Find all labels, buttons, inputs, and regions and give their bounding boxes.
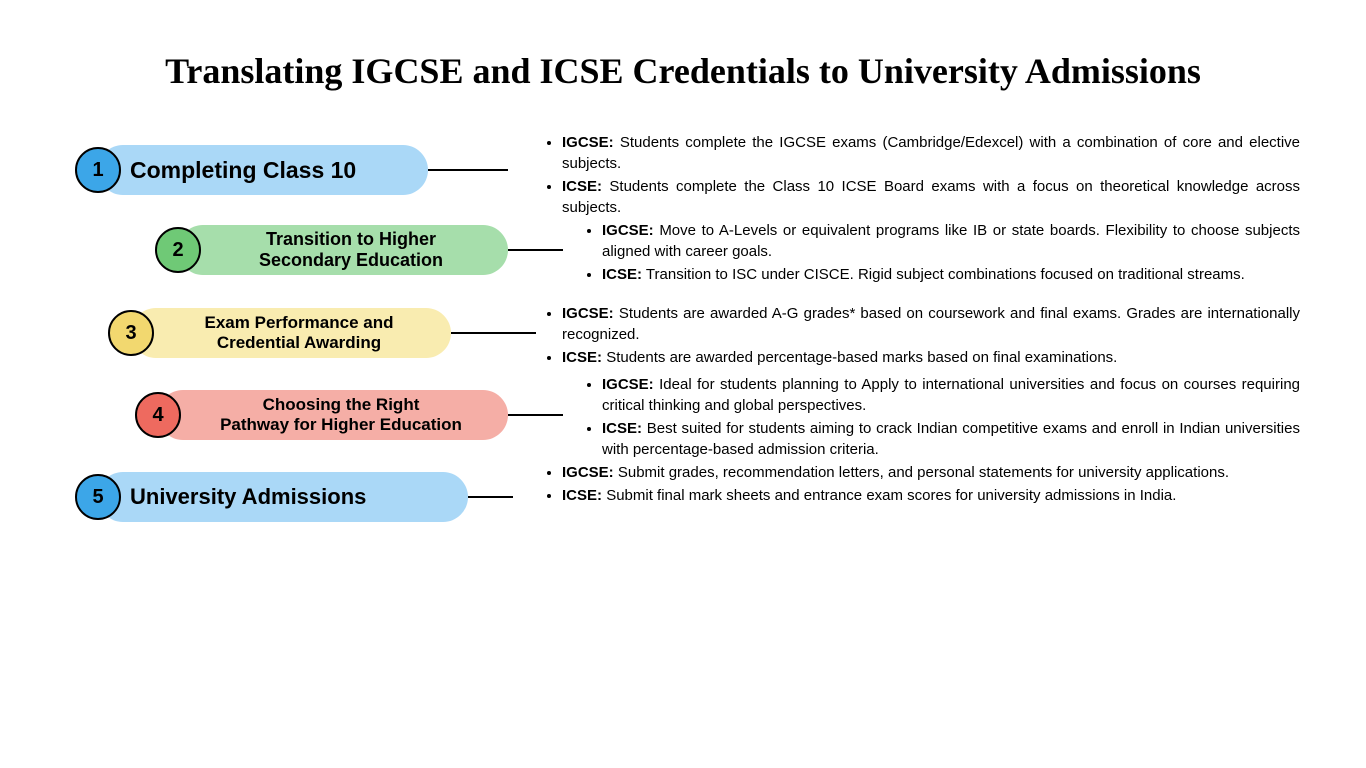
step-3: 3 Exam Performance and Credential Awardi…: [108, 308, 536, 358]
connector-2: [508, 249, 563, 252]
bullet-text: Students complete the IGCSE exams (Cambr…: [562, 134, 1300, 172]
bullet-item: IGCSE: Submit grades, recommendation let…: [562, 462, 1300, 483]
step-2-number: 2: [172, 239, 183, 262]
step-2-pill: Transition to Higher Secondary Education: [178, 225, 508, 275]
step-3-number: 3: [125, 322, 136, 345]
page-title: Translating IGCSE and ICSE Credentials t…: [0, 50, 1366, 92]
bullet-item: IGCSE: Students complete the IGCSE exams…: [562, 132, 1300, 174]
icse-label: ICSE:: [602, 420, 642, 437]
step-1-pill: Completing Class 10: [98, 145, 428, 195]
step-5-details: IGCSE: Submit grades, recommendation let…: [540, 462, 1300, 508]
step-4-circle: 4: [135, 392, 181, 438]
step-4-details: IGCSE: Ideal for students planning to Ap…: [580, 374, 1300, 462]
bullet-text: Students are awarded percentage-based ma…: [606, 349, 1117, 366]
igcse-label: IGCSE:: [562, 134, 614, 151]
connector-4: [508, 414, 563, 417]
igcse-label: IGCSE:: [562, 305, 614, 322]
bullet-item: ICSE: Best suited for students aiming to…: [602, 418, 1300, 460]
step-1-label: Completing Class 10: [130, 157, 356, 184]
step-2: 2 Transition to Higher Secondary Educati…: [155, 225, 563, 275]
step-2-details: IGCSE: Move to A-Levels or equivalent pr…: [580, 220, 1300, 287]
igcse-label: IGCSE:: [602, 222, 654, 239]
bullet-item: IGCSE: Move to A-Levels or equivalent pr…: [602, 220, 1300, 262]
bullet-item: ICSE: Transition to ISC under CISCE. Rig…: [602, 264, 1300, 285]
step-1-details: IGCSE: Students complete the IGCSE exams…: [540, 132, 1300, 220]
connector-3: [451, 332, 536, 335]
step-5-label: University Admissions: [130, 484, 366, 510]
step-4-label-l2: Pathway for Higher Education: [220, 415, 462, 435]
bullet-text: Submit final mark sheets and entrance ex…: [606, 487, 1176, 504]
bullet-text: Best suited for students aiming to crack…: [602, 420, 1300, 458]
step-1-number: 1: [92, 159, 103, 182]
step-3-details: IGCSE: Students are awarded A-G grades* …: [540, 303, 1300, 370]
icse-label: ICSE:: [562, 178, 602, 195]
step-5-circle: 5: [75, 474, 121, 520]
step-4-label-l1: Choosing the Right: [263, 395, 420, 415]
icse-label: ICSE:: [562, 487, 602, 504]
step-3-pill: Exam Performance and Credential Awarding: [131, 308, 451, 358]
step-5-number: 5: [92, 486, 103, 509]
step-2-label-l2: Secondary Education: [259, 250, 443, 271]
bullet-text: Students are awarded A-G grades* based o…: [562, 305, 1300, 343]
bullet-text: Students complete the Class 10 ICSE Boar…: [562, 178, 1300, 216]
step-3-circle: 3: [108, 310, 154, 356]
igcse-label: IGCSE:: [602, 376, 654, 393]
bullet-text: Transition to ISC under CISCE. Rigid sub…: [646, 266, 1245, 283]
connector-1: [428, 169, 508, 172]
bullet-text: Ideal for students planning to Apply to …: [602, 376, 1300, 414]
step-5: 5 University Admissions: [75, 472, 513, 522]
igcse-label: IGCSE:: [562, 464, 614, 481]
bullet-item: IGCSE: Ideal for students planning to Ap…: [602, 374, 1300, 416]
step-4-number: 4: [152, 404, 163, 427]
step-1-circle: 1: [75, 147, 121, 193]
step-2-label-l1: Transition to Higher: [266, 229, 436, 250]
bullet-text: Submit grades, recommendation letters, a…: [618, 464, 1229, 481]
step-5-pill: University Admissions: [98, 472, 468, 522]
bullet-item: IGCSE: Students are awarded A-G grades* …: [562, 303, 1300, 345]
step-4-pill: Choosing the Right Pathway for Higher Ed…: [158, 390, 508, 440]
step-2-circle: 2: [155, 227, 201, 273]
bullet-item: ICSE: Submit final mark sheets and entra…: [562, 485, 1300, 506]
icse-label: ICSE:: [602, 266, 642, 283]
step-3-label-l1: Exam Performance and: [205, 313, 394, 333]
bullet-item: ICSE: Students complete the Class 10 ICS…: [562, 176, 1300, 218]
step-4: 4 Choosing the Right Pathway for Higher …: [135, 390, 563, 440]
bullet-text: Move to A-Levels or equivalent programs …: [602, 222, 1300, 260]
icse-label: ICSE:: [562, 349, 602, 366]
step-1: 1 Completing Class 10: [75, 145, 508, 195]
bullet-item: ICSE: Students are awarded percentage-ba…: [562, 347, 1300, 368]
step-3-label-l2: Credential Awarding: [217, 333, 381, 353]
connector-5: [468, 496, 513, 499]
